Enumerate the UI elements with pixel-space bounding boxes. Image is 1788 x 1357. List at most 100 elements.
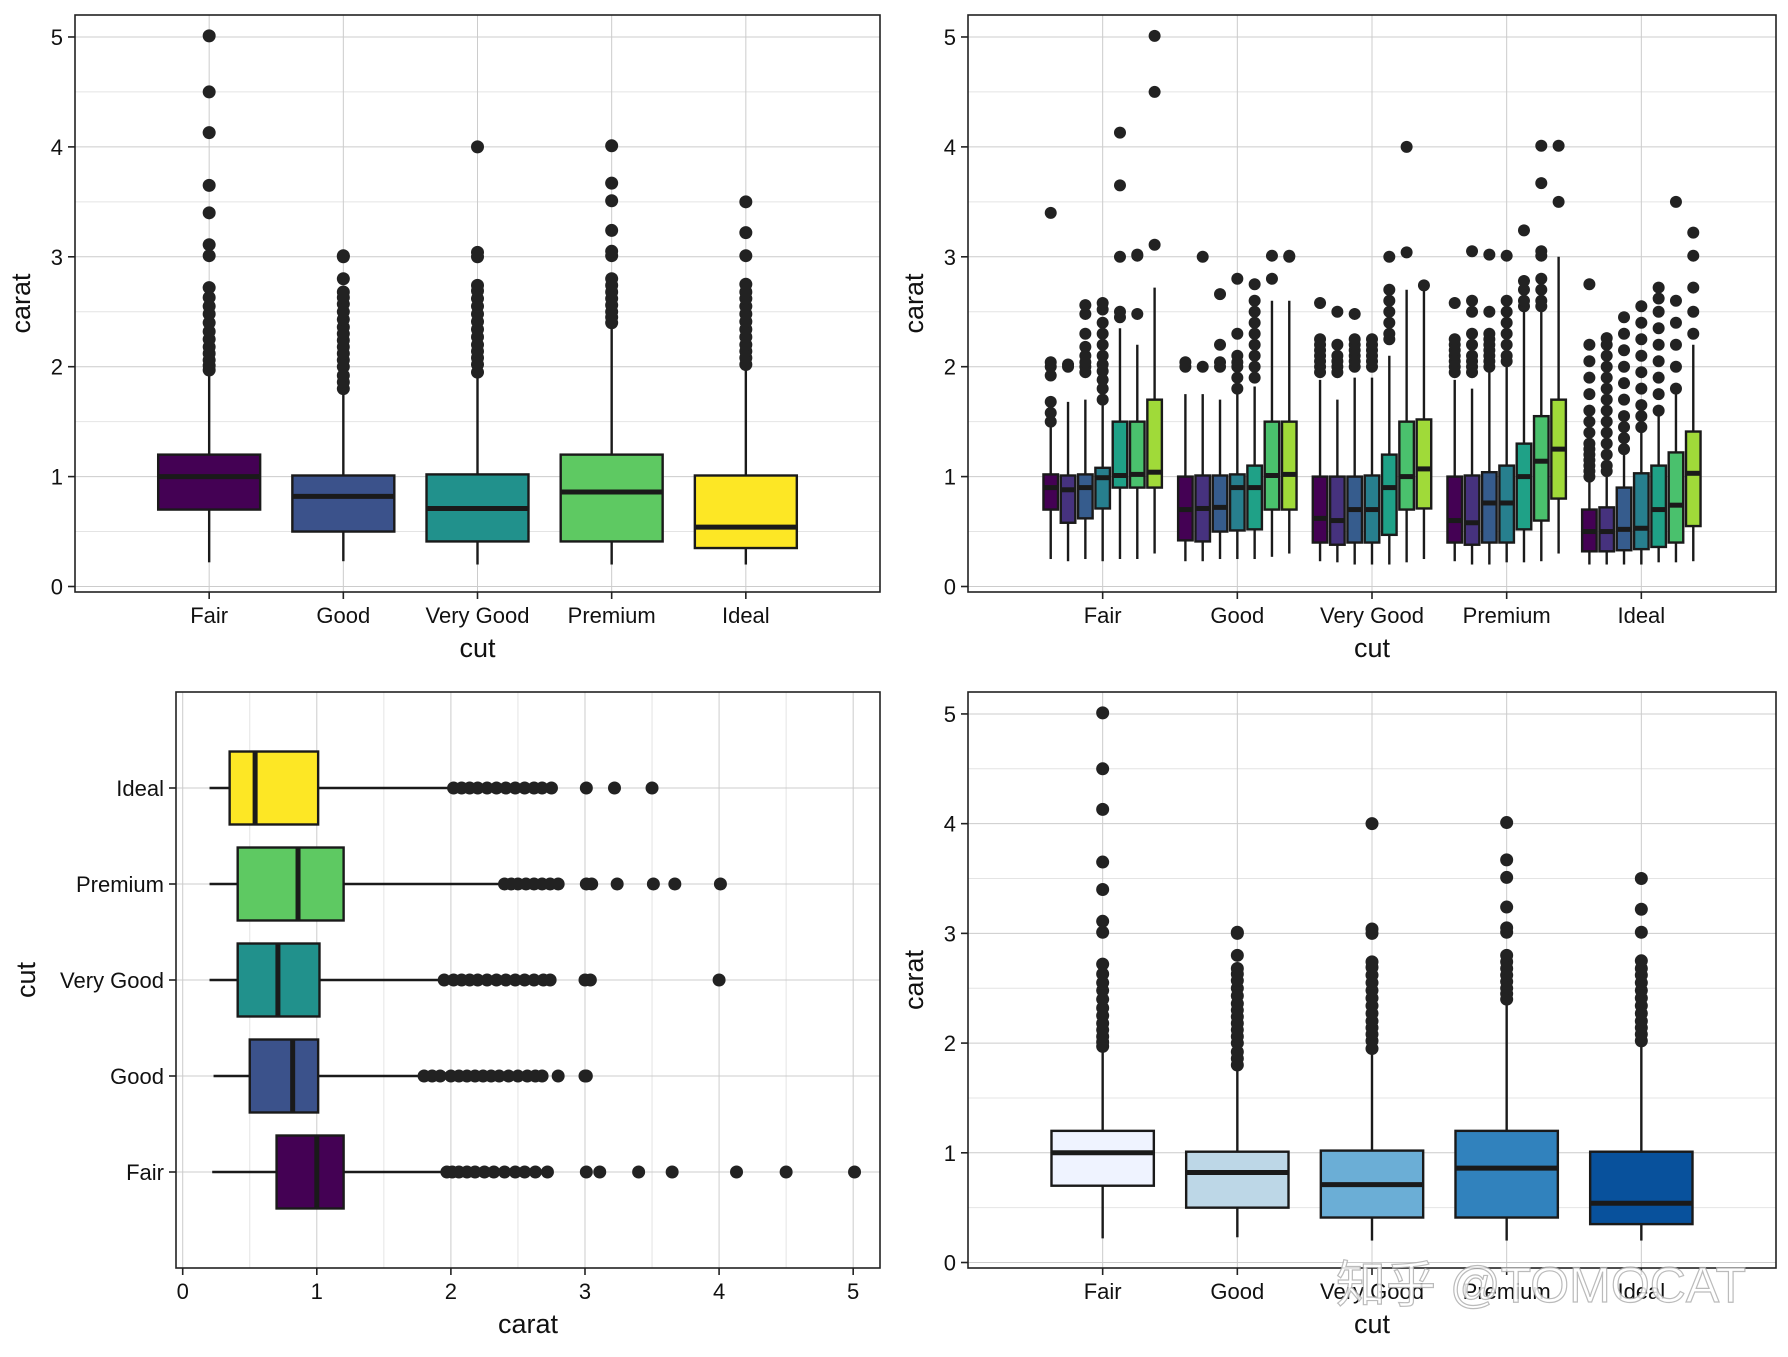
outlier-point (1400, 246, 1413, 259)
outlier-point (540, 1165, 554, 1179)
box-fair-5-box (1111, 420, 1129, 489)
x-tick-label: 4 (713, 1279, 725, 1304)
x-tick-label: 5 (847, 1279, 859, 1304)
outlier-point (739, 226, 753, 240)
outlier-point (1652, 371, 1665, 384)
outlier-point (1500, 316, 1513, 329)
outlier-point (1096, 957, 1110, 971)
box-good-box (248, 1038, 320, 1114)
outlier-point (518, 1165, 532, 1179)
outlier-point (535, 781, 549, 795)
outlier-point (1466, 305, 1479, 318)
outlier-point (1583, 415, 1596, 428)
outlier-point (1500, 870, 1514, 884)
box-premium-5-box (1515, 442, 1533, 531)
outlier-point (1634, 925, 1648, 939)
outlier-point (1096, 338, 1109, 351)
outlier-point (1079, 340, 1092, 353)
outlier-point (336, 249, 350, 263)
outlier-point (1079, 327, 1092, 340)
outlier-point (508, 1165, 522, 1179)
x-tick-label: Premium (1463, 1279, 1551, 1304)
outlier-point (1383, 327, 1396, 340)
outlier-point (1535, 177, 1548, 190)
outlier-point (1500, 349, 1513, 362)
outlier-point (1079, 349, 1092, 362)
outlier-point (1383, 250, 1396, 263)
outlier-point (1044, 206, 1057, 219)
outlier-point (1044, 406, 1057, 419)
outlier-point (1618, 311, 1631, 324)
outlier-point (1466, 327, 1479, 340)
outlier-point (579, 1069, 593, 1083)
outlier-point (336, 272, 350, 286)
outlier-point (730, 1165, 744, 1179)
box-very-good-6-box (1398, 420, 1416, 511)
outlier-point (1652, 404, 1665, 417)
outlier-point (1096, 706, 1110, 720)
x-tick-label: Good (1210, 603, 1264, 628)
outlier-point (1383, 316, 1396, 329)
box-ideal-box (228, 750, 320, 826)
y-tick-label: 0 (944, 575, 956, 600)
outlier-point (1348, 333, 1361, 346)
outlier-point (1096, 382, 1109, 395)
outlier-point (1600, 393, 1613, 406)
y-tick-label: 3 (944, 921, 956, 946)
outlier-point (1517, 224, 1530, 237)
outlier-point (1196, 250, 1209, 263)
outlier-point (607, 781, 621, 795)
y-tick-label: 0 (51, 575, 63, 600)
outlier-point (468, 1165, 482, 1179)
outlier-point (1634, 902, 1648, 916)
outlier-point (1383, 283, 1396, 296)
outlier-point (471, 781, 485, 795)
box-good-7-box (1280, 420, 1298, 511)
outlier-point (1635, 382, 1648, 395)
outlier-point (1231, 371, 1244, 384)
outlier-point (551, 1069, 565, 1083)
outlier-point (1131, 248, 1144, 261)
outlier-point (605, 223, 619, 237)
outlier-point (1635, 366, 1648, 379)
box-fair-3-box (1076, 473, 1094, 520)
outlier-point (1044, 369, 1057, 382)
outlier-point (544, 781, 558, 795)
outlier-point (1231, 349, 1244, 362)
outlier-point (605, 139, 619, 153)
outlier-point (1600, 382, 1613, 395)
outlier-point (739, 195, 753, 209)
outlier-point (336, 285, 350, 299)
outlier-point (1500, 338, 1513, 351)
outlier-point (1669, 195, 1682, 208)
outlier-point (579, 1165, 593, 1179)
outlier-point (1483, 327, 1496, 340)
outlier-point (605, 244, 619, 258)
outlier-point (1500, 305, 1513, 318)
y-tick-label: Ideal (116, 776, 164, 801)
outlier-point (202, 29, 216, 43)
outlier-point (1265, 249, 1278, 262)
outlier-point (1500, 921, 1514, 935)
outlier-point (1196, 360, 1209, 373)
x-tick-label: Premium (568, 603, 656, 628)
outlier-point (1096, 316, 1109, 329)
outlier-point (1635, 300, 1648, 313)
box-premium-box (236, 846, 345, 922)
outlier-point (1618, 421, 1631, 434)
outlier-point (1583, 355, 1596, 368)
box-fair-box (156, 453, 262, 511)
outlier-point (1365, 817, 1379, 831)
outlier-point (1096, 855, 1110, 869)
outlier-point (1583, 388, 1596, 401)
outlier-point (1331, 349, 1344, 362)
outlier-point (499, 781, 513, 795)
x-tick-label: Ideal (1617, 603, 1665, 628)
box-premium-box (559, 453, 664, 543)
y-tick-label: 1 (944, 1141, 956, 1166)
outlier-point (1331, 338, 1344, 351)
x-axis-title: carat (498, 1309, 559, 1339)
outlier-point (610, 877, 624, 891)
outlier-point (1096, 914, 1110, 928)
outlier-point (480, 973, 494, 987)
